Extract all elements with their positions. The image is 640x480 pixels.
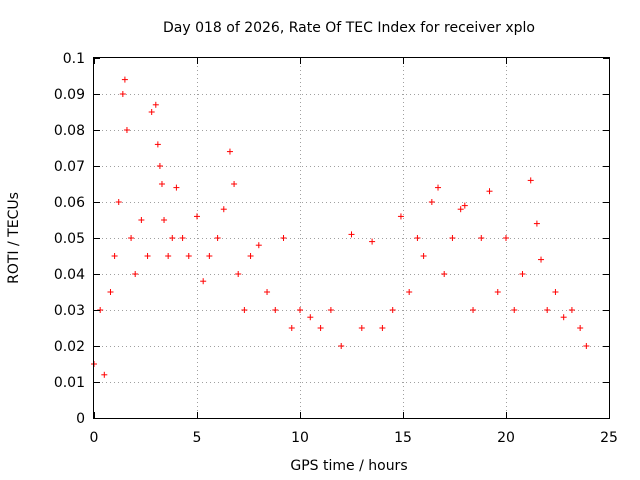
data-point <box>414 235 421 241</box>
data-point <box>255 242 262 249</box>
data-point <box>132 271 139 277</box>
data-point <box>441 271 448 277</box>
y-tick-label: 0.07 <box>54 159 85 175</box>
data-point <box>101 371 108 378</box>
data-point <box>214 235 221 241</box>
data-point <box>317 325 324 331</box>
data-point <box>158 181 165 187</box>
data-point <box>235 271 242 277</box>
data-point <box>220 206 227 213</box>
data-point <box>428 199 435 205</box>
data-point <box>169 235 176 241</box>
data-point <box>154 141 161 148</box>
y-tick-labels: 0 0.01 0.02 0.03 0.04 0.05 0.06 0.07 0.08 0.09 0.1 <box>54 51 85 427</box>
data-point <box>397 213 404 220</box>
data-point <box>552 289 559 295</box>
data-point <box>406 289 413 295</box>
x-tick-labels: 0 5 10 15 20 25 <box>90 430 618 446</box>
data-point <box>128 235 135 241</box>
data-point <box>123 127 130 133</box>
data-point <box>369 238 376 245</box>
data-point <box>173 184 180 191</box>
y-tick-label: 0.09 <box>54 87 85 103</box>
data-point <box>152 101 159 108</box>
y-tick-label: 0.06 <box>54 195 85 211</box>
data-point <box>241 307 248 313</box>
data-point <box>348 231 355 238</box>
data-point <box>519 271 526 277</box>
data-point <box>379 325 386 331</box>
data-point <box>538 256 545 263</box>
data-point <box>194 213 200 220</box>
data-point <box>179 235 186 241</box>
data-point <box>449 235 456 241</box>
data-point <box>138 217 145 223</box>
data-point <box>568 307 575 313</box>
data-point <box>478 235 485 241</box>
data-point <box>461 202 468 209</box>
data-point <box>247 253 254 259</box>
data-point <box>161 217 168 223</box>
data-point <box>527 177 534 184</box>
data-point <box>389 307 396 313</box>
data-point <box>115 199 122 205</box>
data-point <box>107 289 114 295</box>
chart-title: Day 018 of 2026, Rate Of TEC Index for r… <box>163 20 535 36</box>
data-point <box>226 148 233 155</box>
data-point <box>560 314 567 321</box>
y-axis-label: ROTI / TECUs <box>6 192 22 284</box>
data-point <box>533 220 540 227</box>
x-tick-label: 25 <box>600 430 618 446</box>
data-point <box>544 307 551 313</box>
y-tick-label: 0.1 <box>63 51 85 67</box>
x-axis-label: GPS time / hours <box>290 458 407 474</box>
data-point <box>307 314 314 321</box>
data-point <box>288 325 295 331</box>
data-point <box>121 76 128 83</box>
data-point <box>297 307 303 313</box>
data-point <box>280 235 287 241</box>
data-point <box>165 253 172 259</box>
data-point <box>200 278 207 285</box>
y-tick-label: 0.01 <box>54 375 85 391</box>
x-tick-label: 10 <box>291 430 309 446</box>
data-point <box>511 307 518 313</box>
data-point <box>148 109 155 115</box>
plot-frame <box>93 57 610 419</box>
y-tick-label: 0.02 <box>54 339 85 355</box>
y-tick-label: 0.05 <box>54 231 85 247</box>
y-tick-label: 0.08 <box>54 123 85 139</box>
data-point <box>144 253 151 259</box>
x-tick-label: 5 <box>193 430 202 446</box>
x-tick-label: 15 <box>394 430 412 446</box>
data-point <box>185 253 192 259</box>
x-tick-label: 0 <box>90 430 99 446</box>
data-point <box>358 325 365 331</box>
x-tick-label: 20 <box>497 430 515 446</box>
data-point <box>231 181 238 187</box>
data-point <box>264 289 271 295</box>
data-point <box>577 325 584 331</box>
data-point <box>457 206 464 213</box>
data-point <box>420 253 427 259</box>
data-point <box>494 289 501 295</box>
data-point <box>470 307 477 313</box>
data-point <box>435 184 442 191</box>
data-point <box>111 253 118 259</box>
data-point <box>327 307 334 313</box>
data-point <box>119 91 126 97</box>
data-point <box>583 343 590 349</box>
data-points <box>91 76 590 378</box>
axis-ticks <box>94 58 610 419</box>
y-tick-label: 0 <box>76 411 85 427</box>
data-point <box>338 343 345 349</box>
y-tick-label: 0.03 <box>54 303 85 319</box>
data-point <box>503 235 509 241</box>
y-tick-label: 0.04 <box>54 267 85 283</box>
data-point <box>486 188 493 195</box>
data-point <box>206 253 213 259</box>
data-point <box>272 307 279 313</box>
data-point <box>156 163 163 169</box>
